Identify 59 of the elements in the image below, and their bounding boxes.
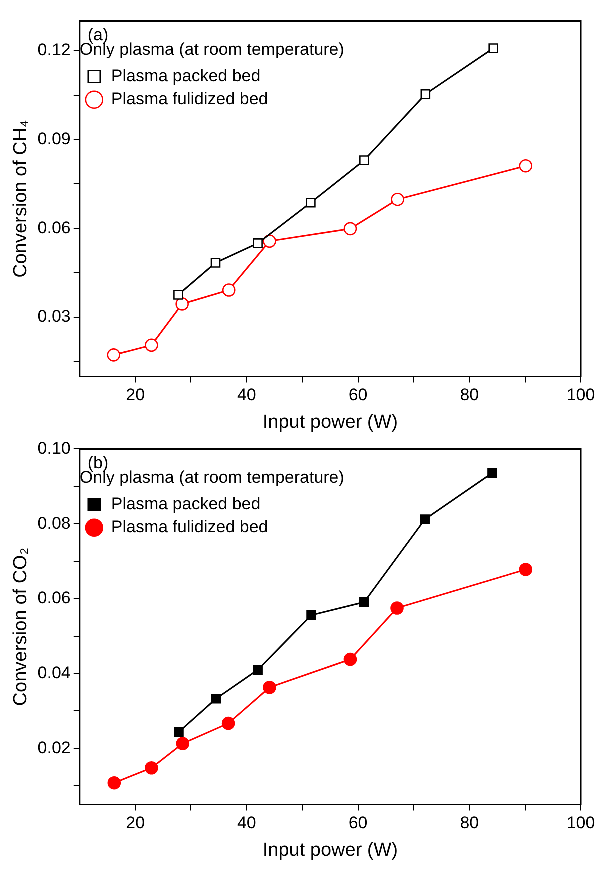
x-tick-label: 40 bbox=[237, 814, 256, 833]
point bbox=[420, 90, 431, 100]
point bbox=[222, 716, 236, 730]
x-axis-title: Input power (W) bbox=[262, 840, 398, 861]
x-tick-label: 80 bbox=[460, 814, 480, 833]
x-tick-label: 100 bbox=[566, 814, 596, 833]
annotation: (b) bbox=[88, 453, 109, 472]
point bbox=[145, 761, 158, 775]
point bbox=[253, 665, 263, 675]
point bbox=[306, 610, 316, 620]
y-tick-label: 0.09 bbox=[38, 129, 71, 148]
point bbox=[253, 238, 263, 248]
point bbox=[488, 468, 498, 478]
point bbox=[360, 156, 370, 166]
point bbox=[174, 290, 184, 300]
y-tick-label: 0.03 bbox=[38, 307, 71, 326]
x-tick-label: 100 bbox=[566, 386, 596, 405]
x-tick-label: 40 bbox=[237, 386, 256, 405]
point bbox=[174, 727, 184, 738]
x-tick-label: 60 bbox=[348, 814, 368, 833]
point bbox=[360, 597, 370, 608]
point bbox=[263, 680, 276, 694]
legend-label: Plasma packed bed bbox=[111, 66, 261, 86]
x-tick-label: 80 bbox=[460, 386, 480, 405]
y-tick-label: 0.02 bbox=[38, 738, 71, 758]
point bbox=[420, 514, 430, 524]
point bbox=[222, 284, 236, 297]
x-tick-label: 20 bbox=[126, 386, 146, 405]
point bbox=[391, 192, 404, 206]
point bbox=[390, 602, 404, 615]
legend-label: Plasma fulidized bed bbox=[111, 90, 268, 109]
legend-label: Plasma packed bed bbox=[111, 494, 261, 514]
y-axis-title: Conversion of CH₄ bbox=[10, 120, 32, 278]
point bbox=[108, 776, 122, 790]
point bbox=[306, 198, 316, 208]
point bbox=[344, 222, 358, 236]
y-tick-label: 0.04 bbox=[38, 663, 71, 682]
y-tick-label: 0.12 bbox=[38, 40, 71, 60]
x-tick-label: 60 bbox=[348, 386, 368, 405]
point bbox=[211, 694, 222, 704]
y-axis-title: Conversion of CO₂ bbox=[10, 548, 32, 706]
y-tick-label: 0.08 bbox=[38, 514, 71, 533]
point bbox=[107, 348, 120, 362]
annotation: (a) bbox=[88, 25, 109, 44]
point bbox=[519, 159, 533, 173]
point bbox=[488, 44, 498, 54]
point bbox=[344, 652, 358, 666]
x-tick-label: 20 bbox=[126, 814, 146, 833]
point bbox=[519, 563, 533, 576]
point bbox=[210, 258, 221, 268]
y-tick-label: 0.06 bbox=[38, 588, 71, 608]
y-tick-label: 0.10 bbox=[38, 438, 71, 458]
point bbox=[263, 234, 276, 248]
point bbox=[176, 737, 190, 750]
point bbox=[145, 338, 158, 352]
point bbox=[176, 298, 189, 311]
y-tick-label: 0.06 bbox=[38, 218, 71, 238]
x-axis-title: Input power (W) bbox=[262, 412, 398, 433]
legend-label: Plasma fulidized bed bbox=[111, 518, 268, 537]
